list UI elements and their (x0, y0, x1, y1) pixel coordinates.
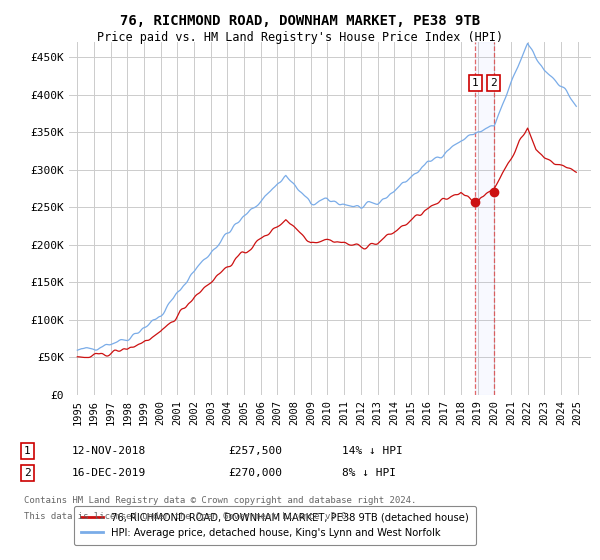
Text: 14% ↓ HPI: 14% ↓ HPI (342, 446, 403, 456)
Text: This data is licensed under the Open Government Licence v3.0.: This data is licensed under the Open Gov… (24, 512, 352, 521)
Text: 16-DEC-2019: 16-DEC-2019 (72, 468, 146, 478)
Text: 2: 2 (490, 78, 497, 88)
Text: Contains HM Land Registry data © Crown copyright and database right 2024.: Contains HM Land Registry data © Crown c… (24, 496, 416, 505)
Text: £257,500: £257,500 (228, 446, 282, 456)
Text: £270,000: £270,000 (228, 468, 282, 478)
Bar (475, 42, 494, 395)
Text: 12-NOV-2018: 12-NOV-2018 (72, 446, 146, 456)
Text: Price paid vs. HM Land Registry's House Price Index (HPI): Price paid vs. HM Land Registry's House … (97, 31, 503, 44)
Text: 2: 2 (24, 468, 31, 478)
Text: 76, RICHMOND ROAD, DOWNHAM MARKET, PE38 9TB: 76, RICHMOND ROAD, DOWNHAM MARKET, PE38 … (120, 14, 480, 28)
Text: 8% ↓ HPI: 8% ↓ HPI (342, 468, 396, 478)
Legend: 76, RICHMOND ROAD, DOWNHAM MARKET, PE38 9TB (detached house), HPI: Average price: 76, RICHMOND ROAD, DOWNHAM MARKET, PE38 … (74, 506, 476, 545)
Text: 1: 1 (24, 446, 31, 456)
Text: 1: 1 (472, 78, 479, 88)
